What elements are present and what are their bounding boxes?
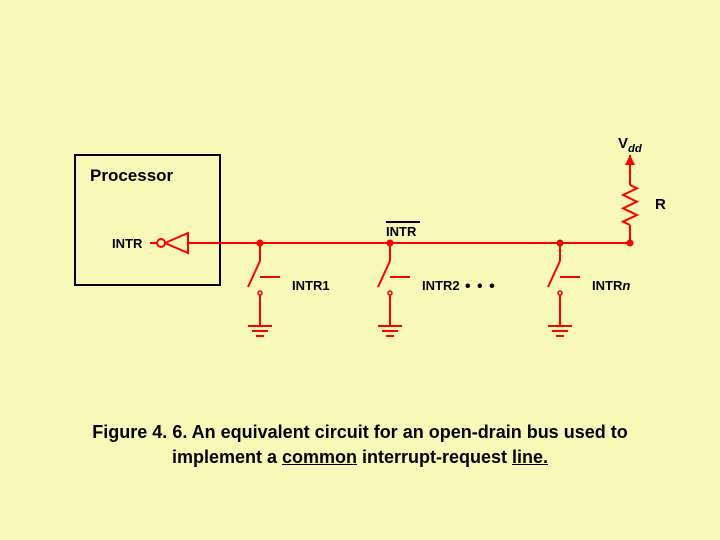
vdd-label: Vdd [618, 135, 642, 155]
intr-bus-overline [386, 221, 420, 223]
figure-caption: Figure 4. 6. An equivalent circuit for a… [50, 420, 670, 470]
switch1-label: INTR1 [292, 278, 330, 293]
intr-bus-label: INTR [386, 224, 416, 239]
processor-label: Processor [90, 166, 173, 186]
switchn-label: INTRn [592, 278, 630, 293]
intr-output-label: INTR [112, 236, 142, 251]
resistor-label: R [655, 196, 666, 213]
ellipsis: • • • [465, 278, 496, 296]
switch2-label: INTR2 [422, 278, 460, 293]
